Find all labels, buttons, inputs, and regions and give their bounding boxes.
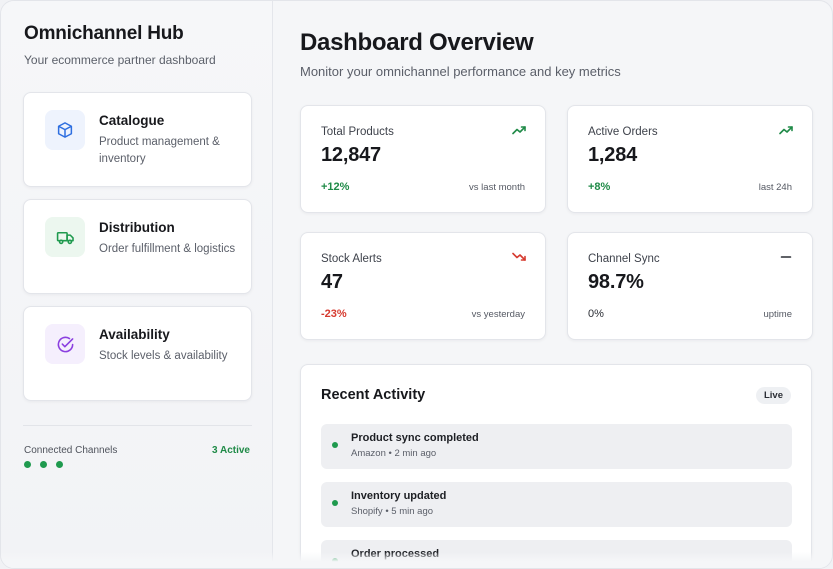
stat-value: 47 bbox=[321, 271, 343, 293]
trend-flat-icon bbox=[780, 256, 792, 258]
status-dot bbox=[332, 558, 338, 564]
stat-period: vs yesterday bbox=[471, 309, 525, 320]
sidebar-item-title: Availability bbox=[99, 327, 170, 342]
channel-status-dot bbox=[24, 461, 31, 468]
live-badge: Live bbox=[755, 387, 791, 404]
trend-down-icon bbox=[512, 252, 526, 261]
recent-activity-title: Recent Activity bbox=[321, 387, 426, 403]
sidebar: Omnichannel Hub Your ecommerce partner d… bbox=[1, 1, 273, 568]
truck-icon bbox=[45, 217, 85, 257]
stat-value: 1,284 bbox=[588, 144, 638, 166]
channel-status-dot bbox=[40, 461, 47, 468]
activity-item[interactable]: Product sync completed Amazon • 2 min ag… bbox=[321, 424, 792, 469]
status-dot bbox=[332, 442, 338, 448]
activity-item-title: Product sync completed bbox=[351, 432, 479, 444]
stat-period: uptime bbox=[763, 309, 792, 320]
check-circle-icon bbox=[45, 324, 85, 364]
sidebar-divider bbox=[23, 425, 252, 426]
stat-period: last 24h bbox=[758, 182, 792, 193]
activity-item[interactable]: Order processed bbox=[321, 540, 792, 568]
stat-change: 0% bbox=[588, 308, 604, 320]
activity-item-title: Order processed bbox=[351, 548, 440, 560]
activity-item-title: Inventory updated bbox=[351, 490, 447, 502]
stat-change: +8% bbox=[588, 181, 611, 193]
activity-item-meta: Shopify • 5 min ago bbox=[351, 506, 434, 517]
page-title: Dashboard Overview bbox=[300, 29, 534, 56]
connected-channels-label: Connected Channels bbox=[24, 445, 118, 456]
sidebar-item-catalogue[interactable]: Catalogue Product management & inventory bbox=[23, 92, 252, 187]
connected-channels-count: 3 Active bbox=[212, 445, 250, 456]
stat-card-total-products[interactable]: Total Products 12,847 +12% vs last month bbox=[300, 105, 546, 213]
stat-change: +12% bbox=[321, 181, 350, 193]
stat-change: -23% bbox=[321, 308, 347, 320]
sidebar-item-distribution[interactable]: Distribution Order fulfillment & logisti… bbox=[23, 199, 252, 294]
stat-card-channel-sync[interactable]: Channel Sync 98.7% 0% uptime bbox=[567, 232, 813, 340]
activity-item-meta: Amazon • 2 min ago bbox=[351, 448, 437, 459]
sidebar-item-availability[interactable]: Availability Stock levels & availability bbox=[23, 306, 252, 401]
activity-item[interactable]: Inventory updated Shopify • 5 min ago bbox=[321, 482, 792, 527]
main-content: Dashboard Overview Monitor your omnichan… bbox=[274, 1, 832, 568]
sidebar-item-title: Distribution bbox=[99, 220, 175, 235]
channel-status-dot bbox=[56, 461, 63, 468]
stat-label: Active Orders bbox=[588, 126, 658, 138]
sidebar-item-title: Catalogue bbox=[99, 113, 165, 128]
stat-value: 98.7% bbox=[588, 271, 644, 293]
stat-label: Channel Sync bbox=[588, 253, 660, 265]
app-title: Omnichannel Hub bbox=[24, 23, 184, 44]
stat-label: Stock Alerts bbox=[321, 253, 382, 265]
status-dot bbox=[332, 500, 338, 506]
stat-value: 12,847 bbox=[321, 144, 381, 166]
trend-up-icon bbox=[779, 126, 793, 135]
app-subtitle: Your ecommerce partner dashboard bbox=[24, 53, 216, 67]
box-icon bbox=[45, 110, 85, 150]
stat-card-active-orders[interactable]: Active Orders 1,284 +8% last 24h bbox=[567, 105, 813, 213]
stat-period: vs last month bbox=[469, 182, 525, 193]
channel-status-dots bbox=[24, 461, 63, 468]
recent-activity-panel: Recent Activity Live Product sync comple… bbox=[300, 364, 812, 568]
page-subtitle: Monitor your omnichannel performance and… bbox=[300, 64, 621, 79]
stat-label: Total Products bbox=[321, 126, 394, 138]
sidebar-item-description: Stock levels & availability bbox=[99, 350, 228, 362]
sidebar-item-description: Order fulfillment & logistics bbox=[99, 243, 236, 255]
sidebar-item-description: Product management & inventory bbox=[99, 136, 220, 165]
trend-up-icon bbox=[512, 126, 526, 135]
stat-card-stock-alerts[interactable]: Stock Alerts 47 -23% vs yesterday bbox=[300, 232, 546, 340]
